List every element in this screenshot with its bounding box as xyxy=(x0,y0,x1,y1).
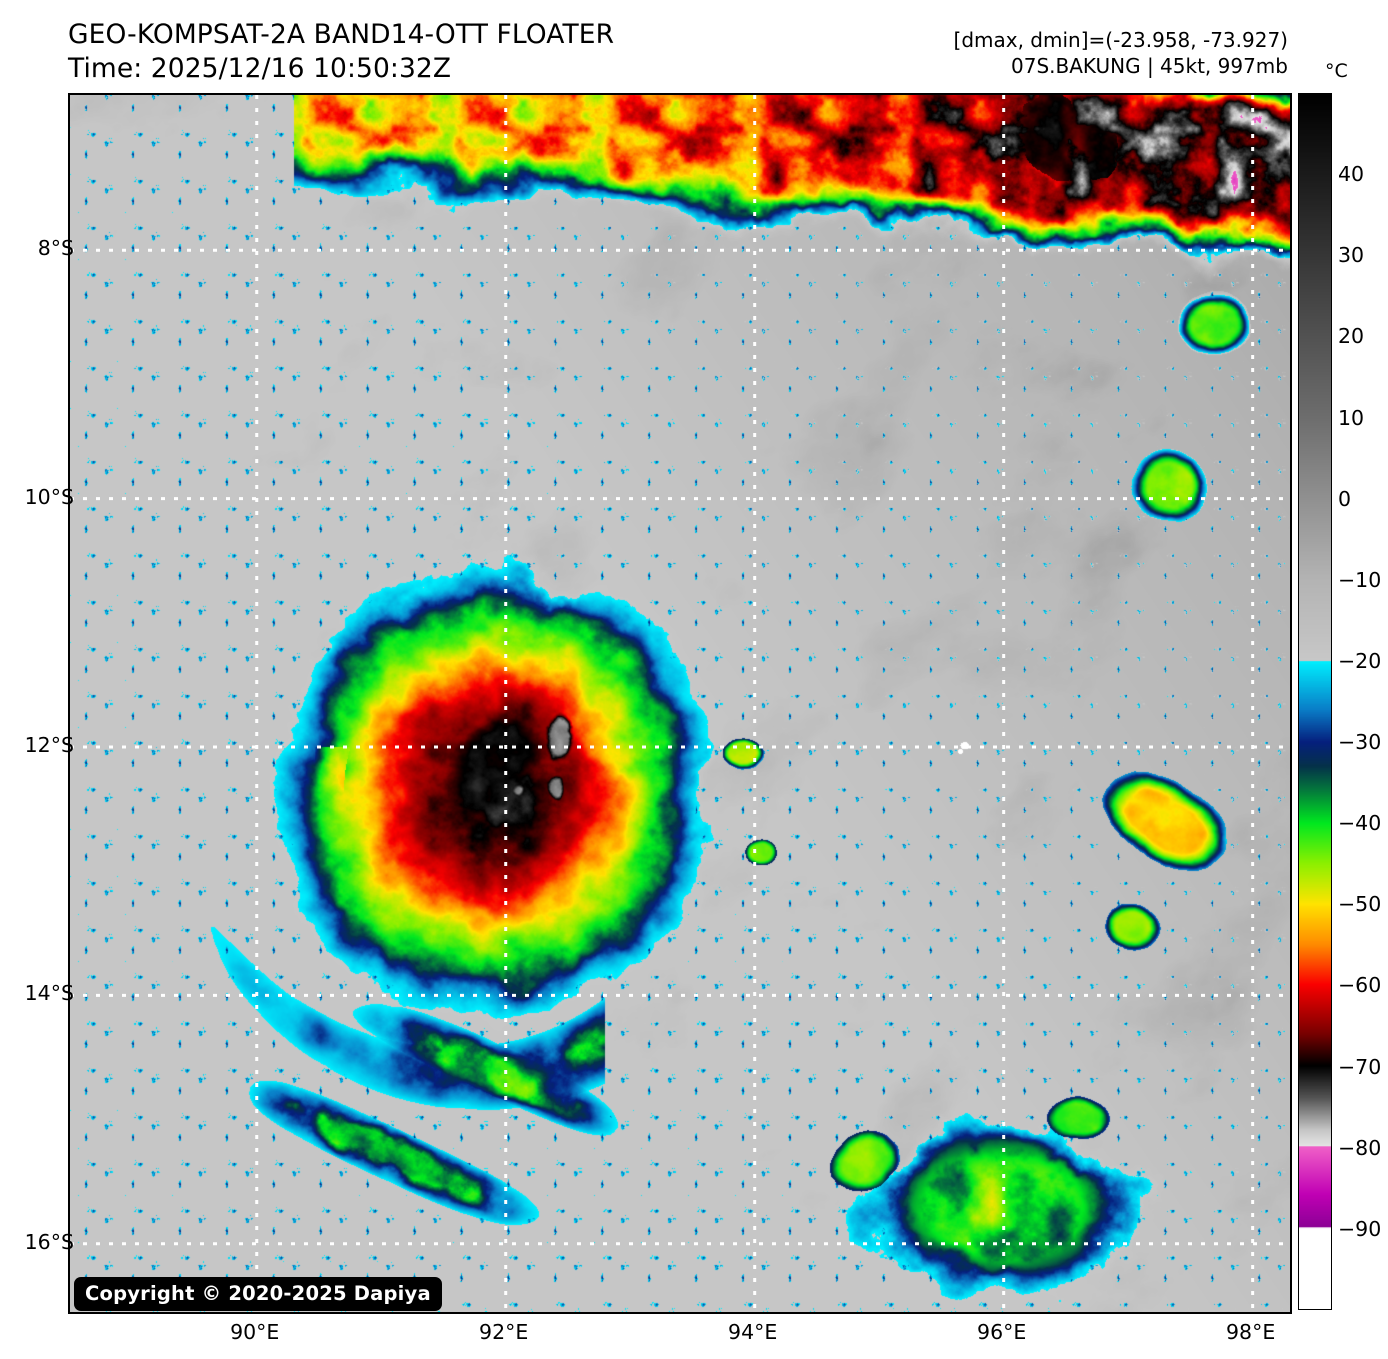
colorbar-tick-minus90: −90 xyxy=(1338,1216,1382,1241)
lat-tick-12°S: 12°S xyxy=(24,732,74,757)
metadata-block: [dmax, dmin]=(-23.958, -73.927) 07S.BAKU… xyxy=(954,28,1288,79)
colorbar-tick-20: 20 xyxy=(1338,324,1365,349)
colorbar-tick-minus80: −80 xyxy=(1338,1135,1382,1160)
copyright-watermark: Copyright © 2020-2025 Dapiya xyxy=(74,1277,442,1311)
colorbar-tick-10: 10 xyxy=(1338,405,1365,430)
colorbar-tick-minus70: −70 xyxy=(1338,1054,1382,1079)
infrared-brightness-temperature-map xyxy=(70,95,1290,1312)
lon-tick-90°E: 90°E xyxy=(230,1320,280,1344)
lon-tick-94°E: 94°E xyxy=(728,1320,778,1344)
storm-info-label: 07S.BAKUNG | 45kt, 997mb xyxy=(1011,53,1288,78)
colorbar-tick-minus40: −40 xyxy=(1338,811,1382,836)
colorbar-unit-label: °C xyxy=(1325,60,1348,82)
lon-tick-98°E: 98°E xyxy=(1225,1320,1276,1344)
colorbar-tick-minus30: −30 xyxy=(1338,730,1382,755)
lat-tick-10°S: 10°S xyxy=(24,484,74,509)
colorbar-tick-minus50: −50 xyxy=(1338,892,1382,917)
lon-tick-96°E: 96°E xyxy=(977,1320,1027,1344)
satellite-imagery-plot[interactable] xyxy=(68,93,1292,1314)
lat-tick-8°S: 8°S xyxy=(37,236,74,261)
lat-tick-14°S: 14°S xyxy=(24,981,74,1006)
colorbar-tick-minus60: −60 xyxy=(1338,973,1382,998)
colorbar-tick-40: 40 xyxy=(1338,162,1365,187)
temperature-colorbar[interactable] xyxy=(1298,93,1332,1310)
colorbar-gradient xyxy=(1298,93,1332,1310)
observation-time: Time: 2025/12/16 10:50:32Z xyxy=(68,52,452,84)
data-range-label: [dmax, dmin]=(-23.958, -73.927) xyxy=(953,28,1288,52)
colorbar-tick-30: 30 xyxy=(1338,243,1365,268)
lat-tick-16°S: 16°S xyxy=(24,1229,74,1254)
colorbar-tick-minus20: −20 xyxy=(1338,648,1382,673)
title-block: GEO-KOMPSAT-2A BAND14-OTT FLOATER Time: … xyxy=(68,18,614,86)
colorbar-tick-0: 0 xyxy=(1338,486,1352,511)
lon-tick-92°E: 92°E xyxy=(479,1320,529,1344)
page-title: GEO-KOMPSAT-2A BAND14-OTT FLOATER xyxy=(68,19,615,50)
colorbar-tick-minus10: −10 xyxy=(1338,567,1382,592)
